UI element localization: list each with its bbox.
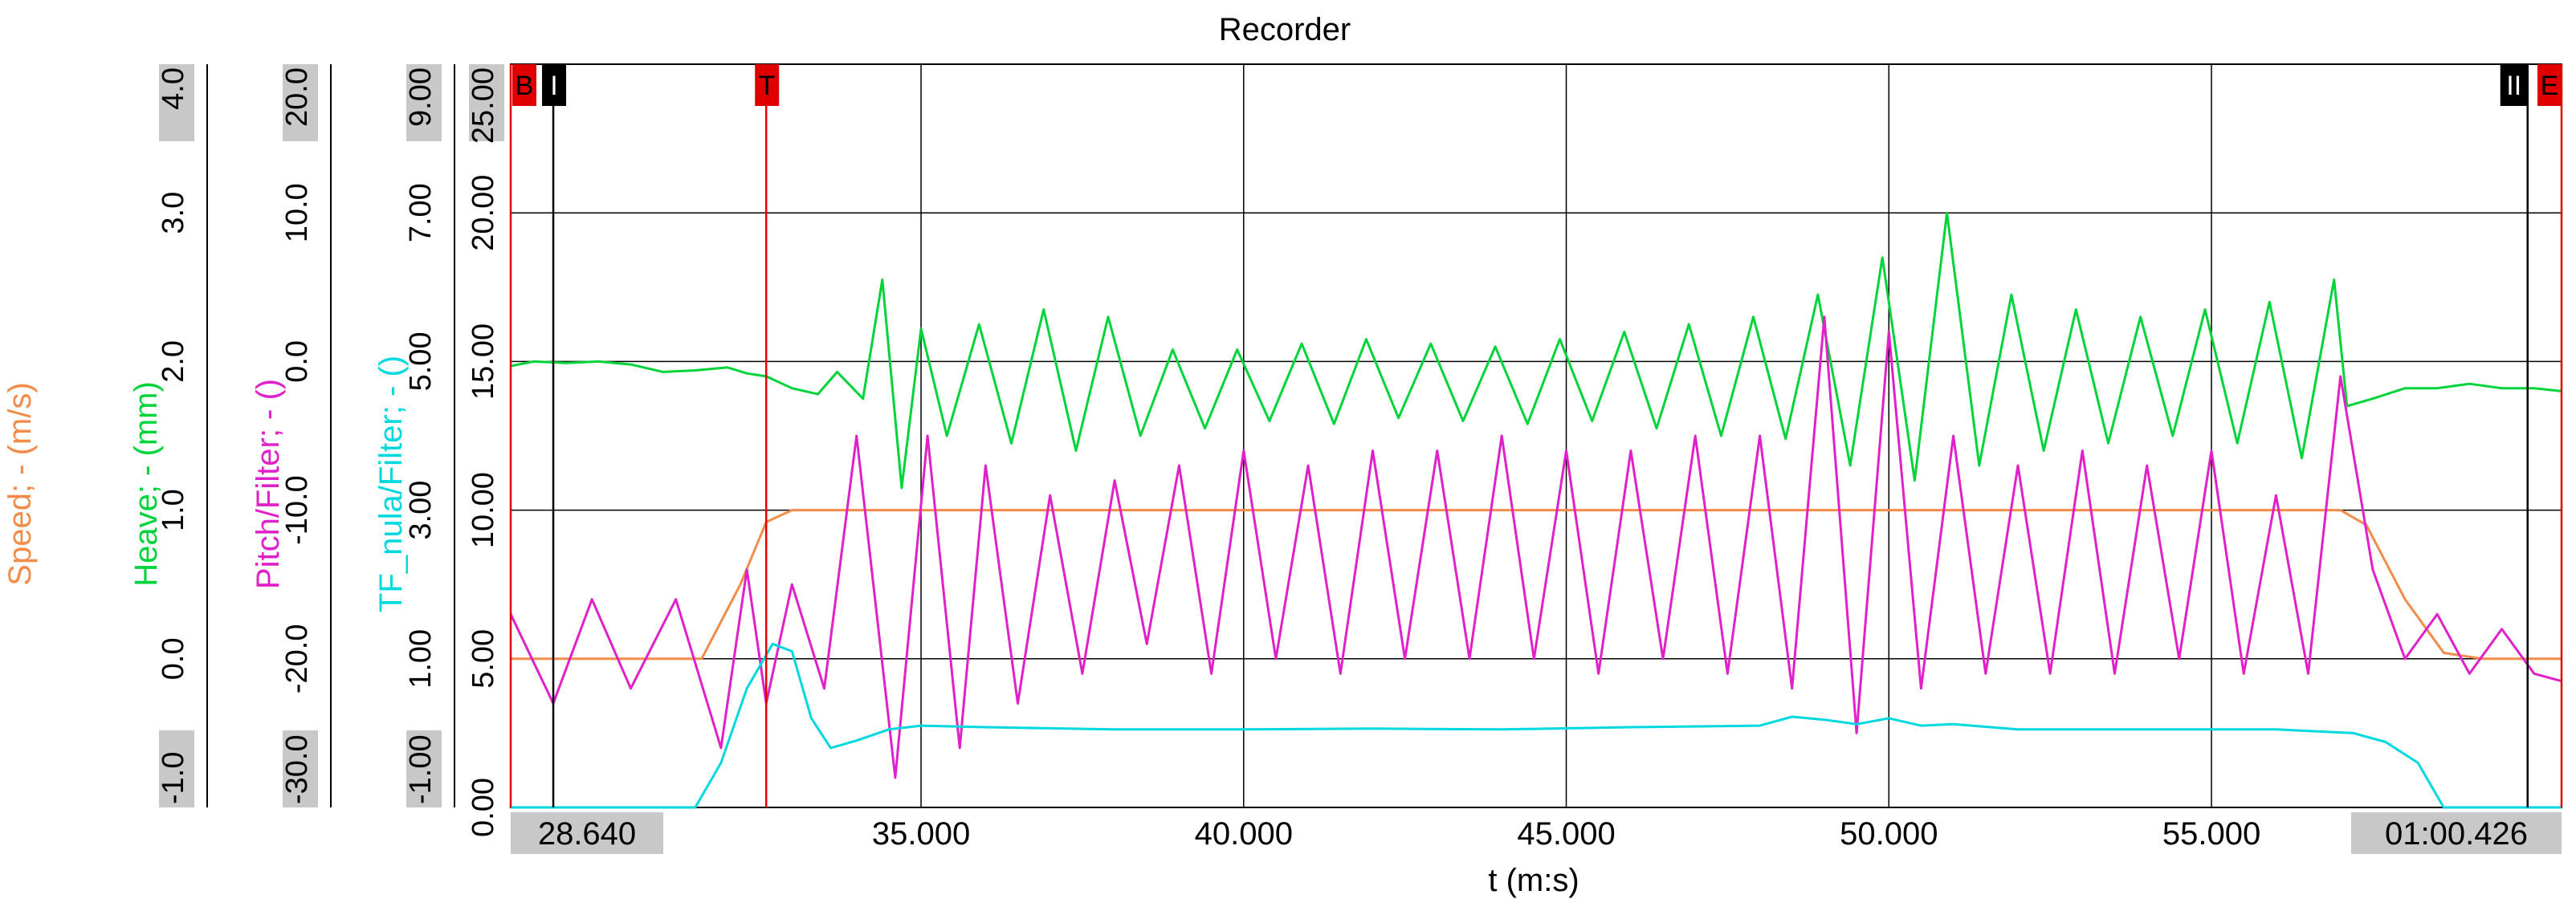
chart-title: Recorder (1219, 12, 1351, 47)
axis-tick-label-heave: 0.0 (157, 637, 190, 680)
axis-tick-tf: 5.00 (404, 331, 438, 391)
axis-tick-tf: 7.00 (404, 183, 438, 242)
cursor-flag-II[interactable] (2500, 64, 2528, 106)
axis-tick-pitch: 10.0 (280, 183, 314, 242)
cursor-flag-I[interactable] (542, 64, 567, 106)
axis-tick-heave: 1.0 (157, 489, 190, 531)
axis-tick-tf: 9.00 (404, 64, 442, 141)
plot-frame (510, 63, 2562, 808)
series-line-tf (511, 642, 2562, 809)
axis-title-speed: Speed; - (m/s) (2, 382, 38, 585)
cursor-label-I: I (550, 71, 557, 101)
axis-tick-pitch: -20.0 (280, 624, 314, 693)
axis-tick-speed: 0.00 (467, 778, 500, 837)
tick-box (469, 64, 504, 141)
axis-tick-label-tf: -1.00 (404, 734, 438, 804)
axis-tick-heave: -1.0 (157, 730, 194, 807)
x-tick-label: 55.000 (2162, 816, 2260, 852)
axis-tick-label-tf: 5.00 (404, 331, 438, 391)
axis-tick-label-pitch: 0.0 (280, 340, 314, 383)
axis-tick-pitch: 20.0 (280, 64, 318, 141)
axis-tick-tf: -1.00 (404, 730, 442, 807)
x-start-label: 28.640 (538, 816, 636, 852)
axis-tick-heave: 4.0 (157, 64, 194, 141)
tick-box (283, 730, 318, 807)
axis-title-text-heave: Heave; - (mm) (128, 381, 164, 587)
axis-tick-label-pitch: 20.0 (280, 67, 314, 127)
axis-tick-label-heave: 4.0 (157, 67, 190, 110)
cursor-label-II: II (2506, 71, 2521, 101)
axis-tick-label-pitch: 10.0 (280, 183, 314, 242)
series-line-heave (510, 211, 2562, 490)
axis-tick-tf: 3.00 (404, 481, 438, 540)
axis-tick-pitch: -10.0 (280, 475, 314, 545)
axis-tick-label-pitch: -20.0 (280, 624, 314, 693)
tick-box (283, 64, 318, 141)
axis-title-tf: TF_nula/Filter; - () (373, 356, 409, 612)
axis-tick-pitch: 0.0 (280, 340, 314, 383)
x-end-box (2351, 812, 2562, 854)
cursor-label-B: B (516, 71, 534, 101)
cursor-label-E: E (2541, 71, 2559, 101)
x-tick-label: 40.000 (1195, 816, 1293, 852)
x-tick-label: 35.000 (872, 816, 970, 852)
tick-box (159, 64, 194, 141)
tick-box (159, 730, 194, 807)
axis-tick-label-speed: 20.00 (467, 175, 500, 251)
axis-tick-speed: 5.00 (467, 629, 500, 689)
axis-tick-heave: 0.0 (157, 637, 190, 680)
axis-tick-label-speed: 25.00 (467, 67, 500, 144)
axis-title-pitch: Pitch/Filter; - () (251, 379, 286, 589)
x-end-label: 01:00.426 (2385, 816, 2528, 852)
cursor-label-T: T (759, 71, 776, 101)
axis-tick-label-pitch: -30.0 (280, 734, 314, 804)
axis-tick-label-tf: 9.00 (404, 67, 438, 127)
axis-tick-label-tf: 1.00 (404, 629, 438, 689)
tick-box (406, 730, 442, 807)
x-tick-label: 45.000 (1517, 816, 1615, 852)
axis-tick-speed: 25.00 (467, 64, 504, 144)
axis-tick-speed: 20.00 (467, 175, 500, 251)
axis-tick-pitch: -30.0 (280, 730, 318, 807)
cursor-flag-T[interactable] (755, 64, 780, 106)
axis-title-text-pitch: Pitch/Filter; - () (251, 379, 286, 589)
x-tick-label: 50.000 (1840, 816, 1938, 852)
axis-tick-label-tf: 7.00 (404, 183, 438, 242)
axis-tick-label-heave: 1.0 (157, 489, 190, 531)
axis-tick-speed: 15.00 (467, 323, 500, 400)
axis-tick-label-speed: 15.00 (467, 323, 500, 400)
axis-tick-speed: 10.00 (467, 472, 500, 548)
axis-tick-label-heave: -1.0 (157, 752, 190, 804)
axis-title-text-speed: Speed; - (m/s) (2, 382, 38, 585)
axis-tick-label-heave: 3.0 (157, 192, 190, 234)
axis-tick-label-speed: 0.00 (467, 778, 500, 837)
axis-tick-heave: 2.0 (157, 340, 190, 383)
cursor-flag-E[interactable] (2537, 64, 2562, 106)
axis-tick-tf: 1.00 (404, 629, 438, 689)
x-axis-title: t (m:s) (1488, 863, 1579, 898)
cursor-flag-B[interactable] (512, 64, 536, 106)
series-line-pitch (509, 315, 2562, 779)
axis-tick-label-heave: 2.0 (157, 340, 190, 383)
axis-tick-label-speed: 10.00 (467, 472, 500, 548)
tick-box (406, 64, 442, 141)
axis-tick-label-speed: 5.00 (467, 629, 500, 689)
x-start-box (511, 812, 663, 854)
axis-title-text-tf: TF_nula/Filter; - () (373, 356, 409, 612)
axis-tick-label-pitch: -10.0 (280, 475, 314, 545)
axis-tick-label-tf: 3.00 (404, 481, 438, 540)
axis-title-heave: Heave; - (mm) (128, 381, 164, 587)
series-line-speed (511, 509, 2562, 661)
axis-tick-heave: 3.0 (157, 192, 190, 234)
